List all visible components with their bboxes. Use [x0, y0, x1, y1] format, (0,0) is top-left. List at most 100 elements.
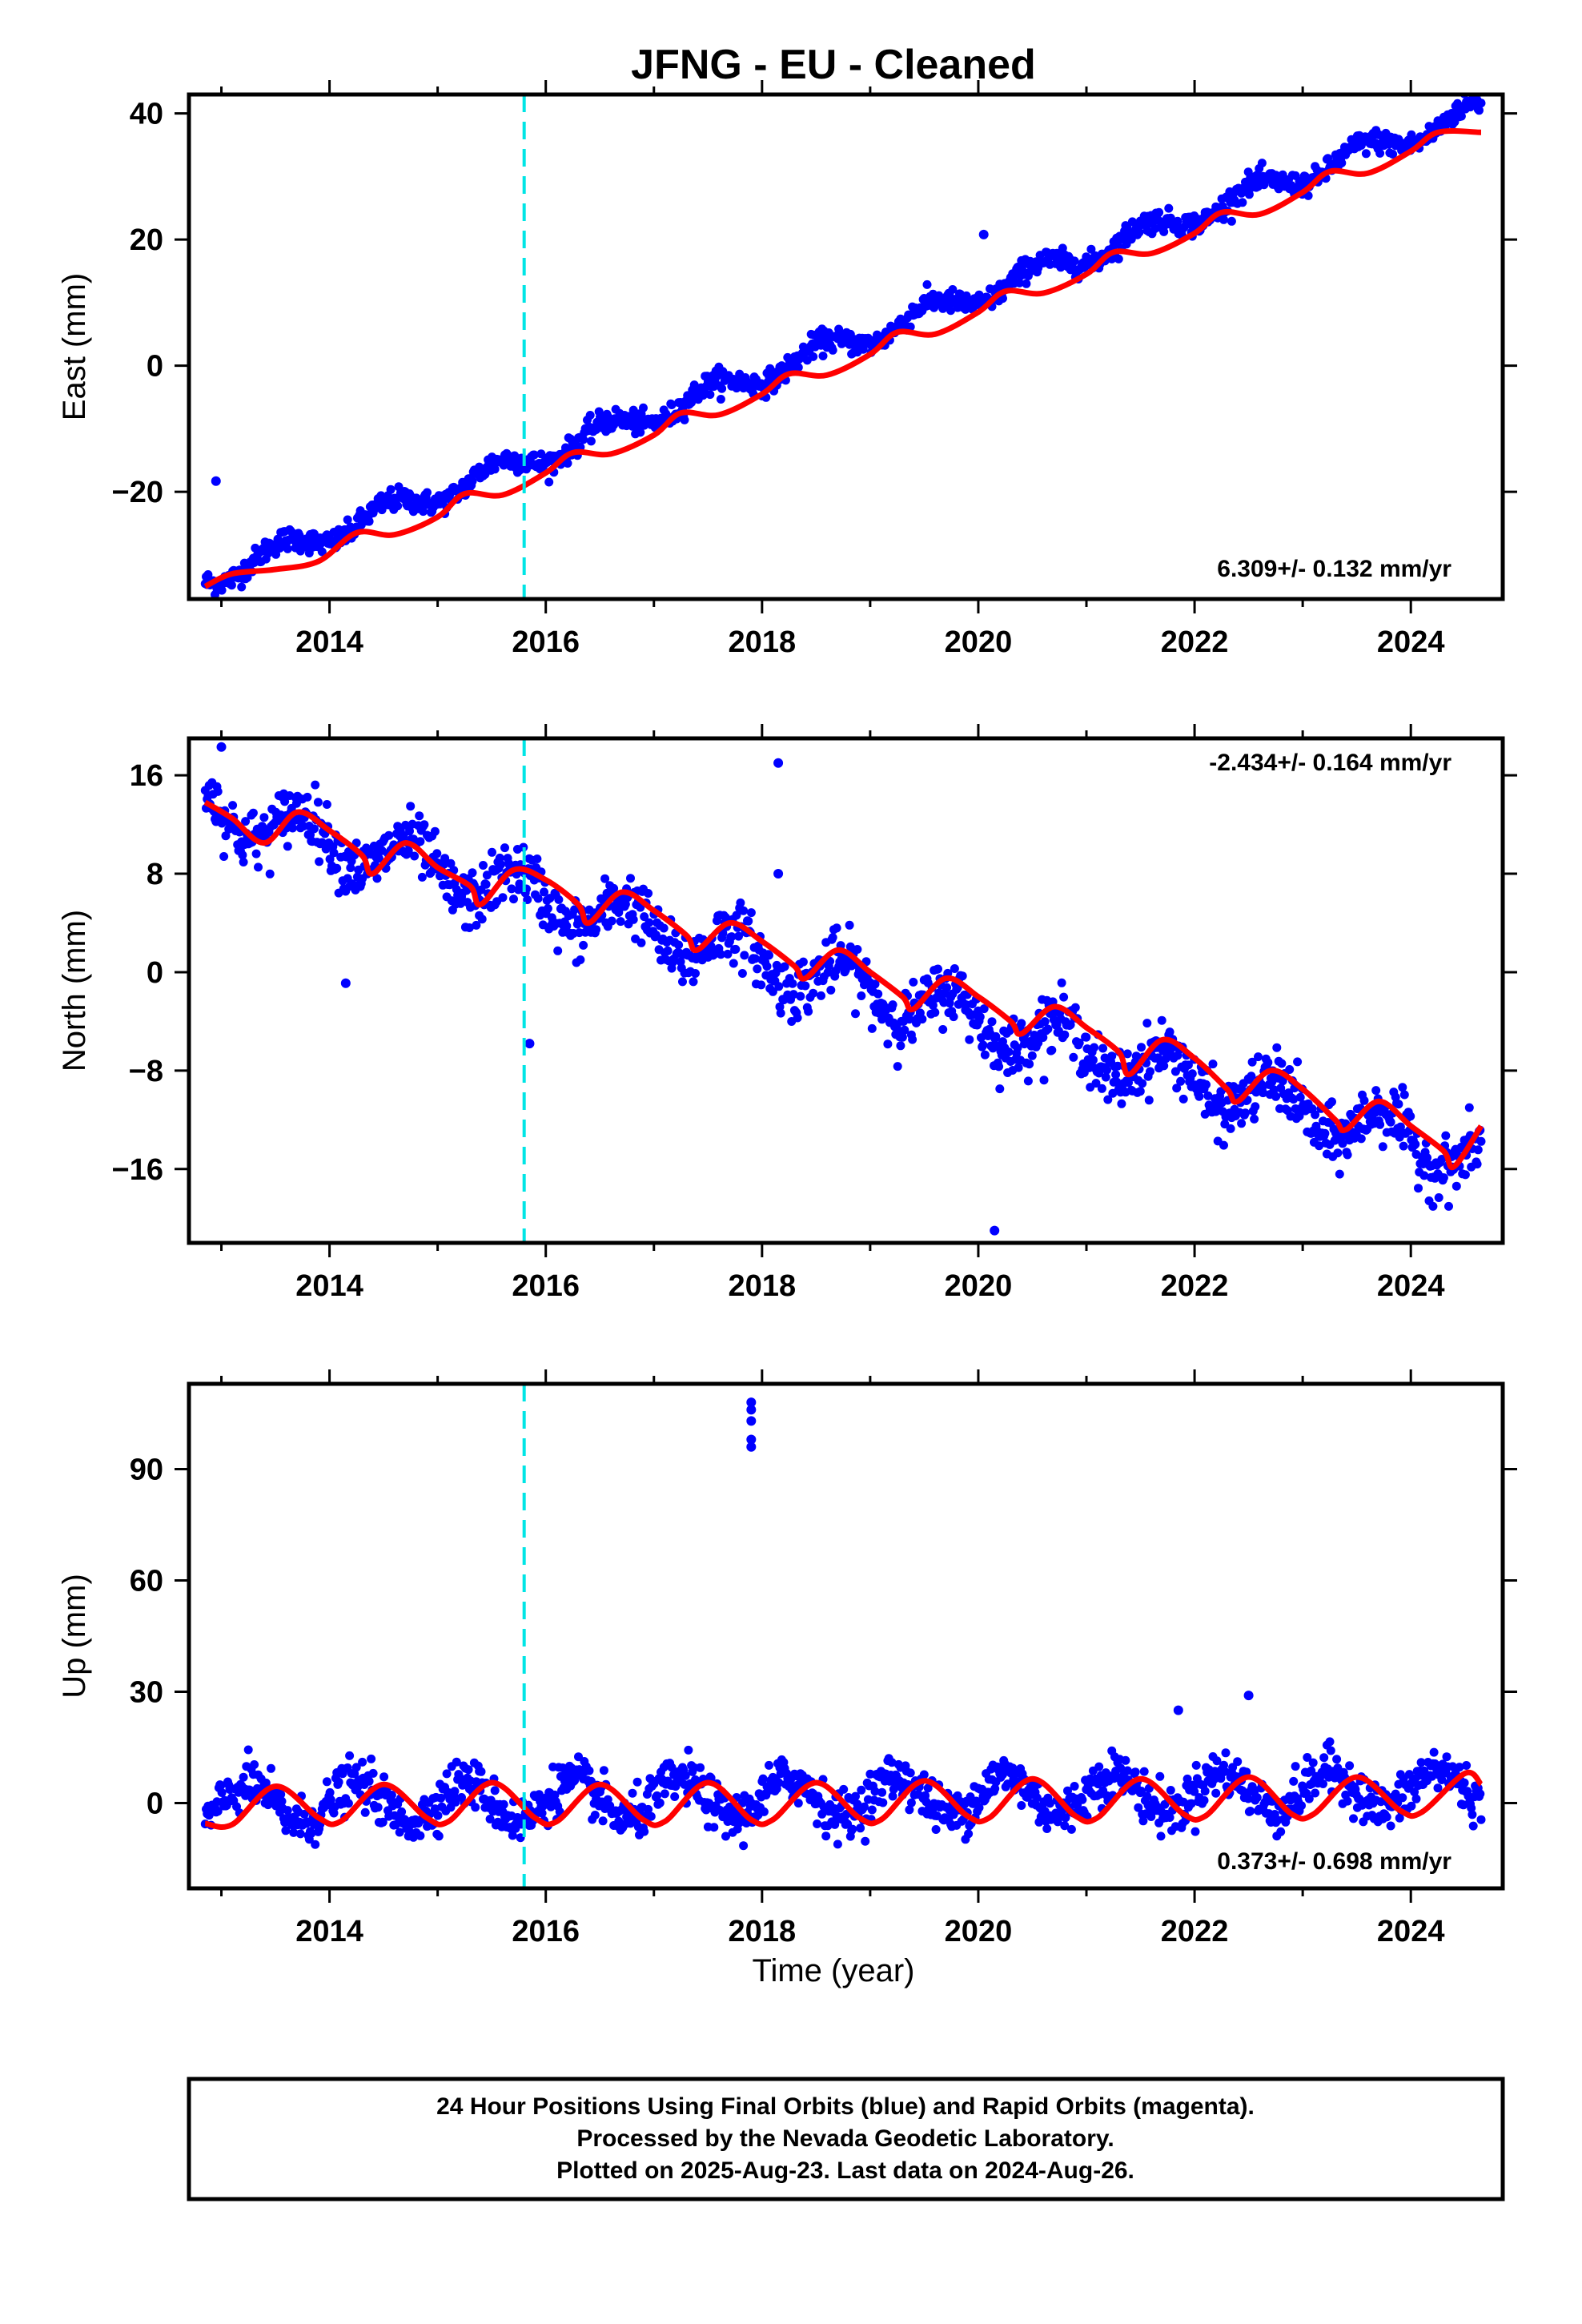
data-point [632, 1777, 642, 1787]
data-point [239, 1772, 248, 1782]
data-point [1388, 150, 1398, 159]
data-point [360, 1807, 370, 1817]
x-tick-label: 2024 [1377, 625, 1445, 659]
data-point [1254, 1052, 1263, 1062]
data-point [744, 916, 753, 926]
data-point [1475, 106, 1484, 115]
data-points [200, 742, 1486, 1236]
data-point [1219, 215, 1228, 224]
data-point [1332, 1755, 1342, 1764]
data-point [1117, 1099, 1126, 1108]
data-point [481, 879, 491, 889]
y-tick-label: 16 [130, 759, 163, 793]
data-point [753, 964, 762, 974]
data-point [309, 824, 319, 834]
data-point [845, 920, 854, 930]
y-tick-label: 20 [130, 223, 163, 257]
data-point [946, 306, 955, 316]
data-point [1476, 99, 1486, 108]
data-point [227, 581, 236, 590]
data-point [942, 983, 952, 992]
data-point [496, 859, 506, 869]
data-point [1066, 1824, 1076, 1834]
data-point [867, 1805, 877, 1815]
data-point [1361, 149, 1371, 159]
data-point [387, 1791, 396, 1799]
data-point [839, 1784, 849, 1794]
velocity-label: 6.309+/- 0.132 mm/yr [1217, 556, 1452, 582]
data-point [415, 811, 424, 821]
data-point [888, 1000, 897, 1010]
data-point [468, 868, 477, 878]
data-point [1130, 1767, 1140, 1777]
data-point [1311, 1788, 1320, 1798]
data-point [534, 1790, 544, 1799]
data-point [667, 400, 677, 409]
data-point [563, 459, 572, 468]
data-point [626, 874, 635, 883]
data-point [1090, 1043, 1099, 1052]
x-tick-label: 2018 [729, 625, 797, 659]
data-point [1121, 1755, 1130, 1765]
data-point [922, 279, 932, 289]
data-point [896, 1041, 905, 1051]
data-point [1165, 1027, 1174, 1037]
data-point [1038, 1033, 1048, 1042]
data-point [332, 863, 342, 873]
data-point [1257, 159, 1267, 168]
data-point [759, 1807, 769, 1816]
data-point [640, 1827, 649, 1836]
data-point [1060, 1821, 1070, 1831]
data-point [570, 905, 580, 915]
data-point [1138, 1816, 1148, 1826]
data-point [1452, 1181, 1461, 1191]
data-point [1295, 1092, 1305, 1102]
data-point [276, 1790, 286, 1799]
data-point [343, 1799, 353, 1808]
data-point [317, 838, 327, 847]
data-point [283, 544, 292, 553]
data-point [1142, 1791, 1152, 1801]
data-point [833, 1839, 842, 1849]
data-point [1371, 1086, 1381, 1096]
plot-frame [187, 92, 1505, 601]
data-point [544, 477, 554, 487]
data-point [213, 1807, 223, 1816]
data-point [818, 352, 828, 360]
data-point [1295, 1112, 1304, 1121]
y-tick-label: 90 [130, 1454, 163, 1487]
outlier-point [978, 229, 989, 239]
data-point [607, 916, 616, 926]
up-panel: 2014 2016 2018 2020 2022 2024 90 60 30 0 Up (mm) 0.… [57, 1369, 1517, 1948]
data-point [1091, 1079, 1101, 1088]
x-tick-label: 2022 [1161, 625, 1229, 659]
data-point [727, 932, 737, 942]
data-point [636, 428, 645, 437]
data-point [750, 954, 760, 963]
data-point [780, 962, 789, 971]
data-point [351, 1763, 361, 1772]
data-point [1114, 254, 1123, 263]
data-point [334, 1777, 343, 1787]
data-point [364, 517, 374, 526]
x-tick-label: 2022 [1161, 1915, 1229, 1948]
data-point [809, 352, 818, 361]
data-point [860, 1802, 869, 1811]
data-point [1311, 1110, 1320, 1120]
data-point [958, 971, 967, 981]
data-point [1338, 1139, 1347, 1148]
outlier-point [216, 742, 227, 752]
data-point [406, 802, 416, 811]
data-point [663, 946, 673, 955]
data-point [464, 923, 474, 932]
data-point [584, 1766, 594, 1775]
data-point [1164, 203, 1174, 213]
data-point [1137, 1787, 1146, 1795]
data-point [379, 1772, 389, 1782]
data-point [964, 1829, 974, 1839]
data-point [1014, 1063, 1023, 1072]
data-point [1233, 1757, 1243, 1767]
plot-frame [187, 736, 1505, 1245]
data-point [1057, 978, 1066, 987]
data-point [1269, 1085, 1279, 1095]
